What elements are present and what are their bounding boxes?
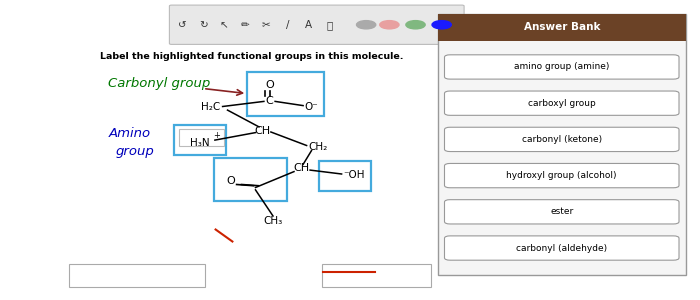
- FancyBboxPatch shape: [444, 127, 679, 152]
- Text: carboxyl group: carboxyl group: [528, 99, 596, 108]
- Text: Label the highlighted functional groups in this molecule.: Label the highlighted functional groups …: [100, 52, 404, 62]
- Text: hydroxyl group (alcohol): hydroxyl group (alcohol): [507, 171, 617, 180]
- Text: CH: CH: [293, 163, 309, 173]
- Bar: [438, 14, 686, 40]
- Text: H₃N: H₃N: [190, 137, 209, 148]
- Text: ⁻OH: ⁻OH: [343, 170, 365, 181]
- Text: O: O: [227, 176, 235, 187]
- Text: O⁻: O⁻: [304, 101, 318, 112]
- Text: /: /: [286, 20, 289, 30]
- Text: amino group (amine): amino group (amine): [514, 62, 610, 71]
- Circle shape: [406, 21, 425, 29]
- Text: ↺: ↺: [178, 20, 186, 30]
- Bar: [322, 264, 430, 286]
- Text: ↻: ↻: [199, 20, 207, 30]
- Text: CH: CH: [254, 125, 271, 136]
- Text: carbonyl (aldehyde): carbonyl (aldehyde): [516, 244, 608, 253]
- Text: carbonyl (ketone): carbonyl (ketone): [522, 135, 602, 144]
- Bar: [174, 124, 226, 154]
- Circle shape: [356, 21, 376, 29]
- FancyBboxPatch shape: [444, 55, 679, 79]
- Text: Amino: Amino: [108, 127, 150, 140]
- Text: H₂C: H₂C: [202, 101, 220, 112]
- Text: CH₂: CH₂: [308, 142, 328, 152]
- FancyBboxPatch shape: [444, 91, 679, 115]
- Bar: [178, 129, 224, 146]
- Text: ↖: ↖: [220, 20, 228, 30]
- FancyBboxPatch shape: [444, 236, 679, 260]
- Text: Answer Bank: Answer Bank: [524, 22, 600, 32]
- Text: ester: ester: [550, 207, 573, 216]
- Text: CH₃: CH₃: [263, 215, 283, 226]
- Text: ⬛: ⬛: [326, 20, 332, 30]
- Text: Carbonyl group: Carbonyl group: [108, 77, 211, 91]
- FancyBboxPatch shape: [444, 200, 679, 224]
- Circle shape: [432, 21, 452, 29]
- Circle shape: [379, 21, 399, 29]
- Text: +: +: [214, 131, 220, 140]
- Text: O: O: [265, 80, 274, 91]
- Text: group: group: [116, 145, 154, 158]
- Text: A: A: [304, 20, 312, 30]
- Text: ✂: ✂: [262, 20, 271, 30]
- Bar: [69, 264, 205, 286]
- Text: ✏: ✏: [241, 20, 250, 30]
- Bar: [438, 14, 686, 274]
- Bar: [318, 160, 371, 190]
- FancyBboxPatch shape: [444, 164, 679, 188]
- Bar: [247, 72, 324, 116]
- Text: C: C: [265, 95, 274, 106]
- Bar: [214, 158, 287, 201]
- FancyBboxPatch shape: [169, 5, 464, 44]
